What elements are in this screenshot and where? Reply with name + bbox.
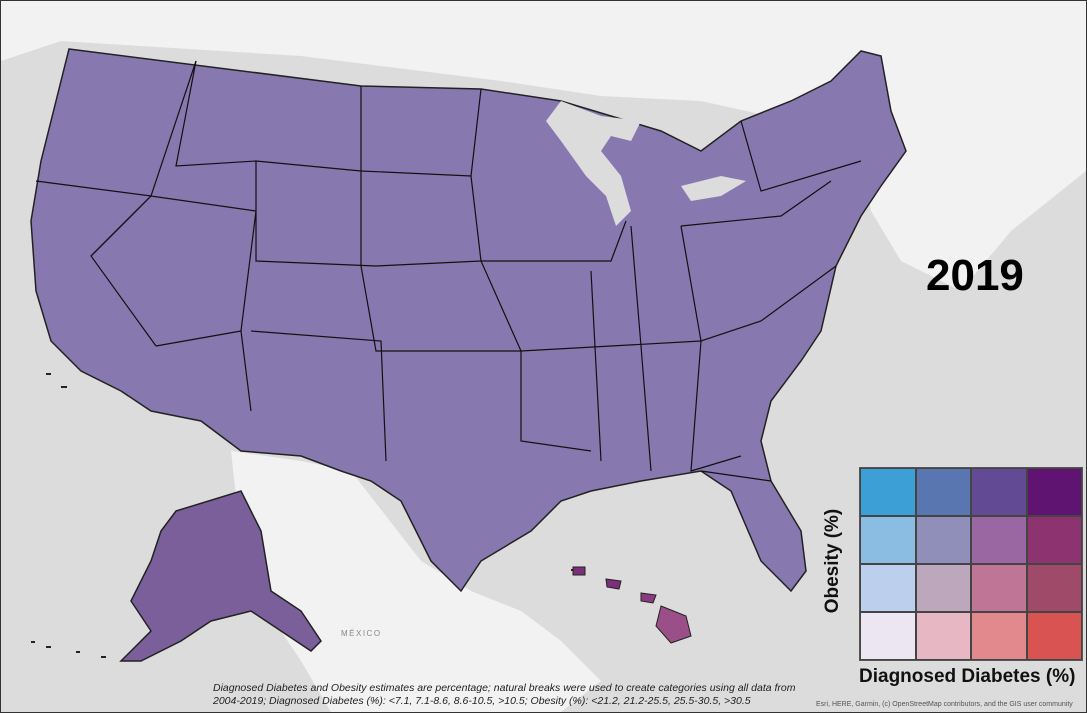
hawaii-maui — [640, 592, 657, 604]
basemap-attribution: Esri, HERE, Garmin, (c) OpenStreetMap co… — [816, 701, 1073, 708]
legend-cell-r0-c0 — [860, 468, 916, 516]
bivariate-legend — [859, 467, 1083, 661]
us-contiguous-shape — [30, 48, 907, 593]
legend-cell-r3-c3 — [1026, 612, 1082, 660]
legend-cell-r0-c1 — [915, 468, 971, 516]
footnote: Diagnosed Diabetes and Obesity estimates… — [213, 682, 796, 707]
legend-obesity-axis-text: Obesity (%) — [822, 508, 843, 614]
legend-cell-r2-c0 — [860, 564, 916, 612]
legend-cell-r1-c0 — [860, 516, 916, 564]
hawaii-kauai — [572, 566, 586, 576]
state-boundaries — [35, 60, 862, 482]
legend-cell-r3-c1 — [915, 612, 971, 660]
legend-cell-r0-c2 — [971, 468, 1027, 516]
canada-land — [1, 1, 1086, 291]
legend-cell-r1-c1 — [915, 516, 971, 564]
year-title: 2019 — [926, 251, 1024, 300]
legend-cell-r1-c2 — [971, 516, 1027, 564]
legend-cell-r3-c2 — [971, 612, 1027, 660]
hawaii-big-island — [655, 605, 692, 644]
great-lakes — [546, 101, 641, 226]
legend-grid — [860, 468, 1082, 660]
legend-cell-r2-c2 — [971, 564, 1027, 612]
legend-cell-r1-c3 — [1026, 516, 1082, 564]
legend-cell-r0-c3 — [1026, 468, 1082, 516]
mexico-land — [231, 451, 601, 712]
lake-erie — [681, 176, 746, 201]
legend-obesity-axis-label: Obesity (%) — [813, 471, 853, 651]
hawaii-oahu — [605, 578, 622, 590]
legend-cell-r2-c1 — [915, 564, 971, 612]
legend-diabetes-axis-label: Diagnosed Diabetes (%) — [859, 666, 1076, 687]
legend-cell-r3-c0 — [860, 612, 916, 660]
mexico-basemap-label: MÉXICO — [341, 629, 382, 638]
alaska-shape — [119, 490, 322, 662]
legend-cell-r2-c3 — [1026, 564, 1082, 612]
coastal-islands — [31, 373, 573, 658]
